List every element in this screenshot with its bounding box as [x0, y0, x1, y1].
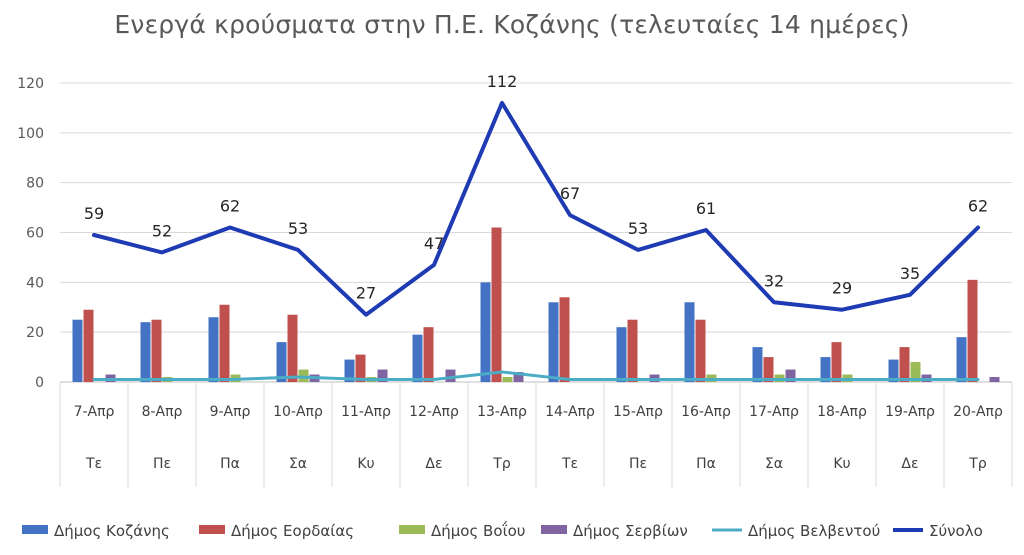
bar: [513, 372, 524, 382]
bar: [276, 342, 287, 382]
data-label: 27: [356, 284, 376, 303]
legend-label: Δήμος Βοΐου: [431, 520, 525, 540]
bar: [831, 342, 842, 382]
legend-label: Σύνολο: [929, 522, 983, 540]
chart-title: Ενεργά κρούσματα στην Π.Ε. Κοζάνης (τελε…: [114, 10, 910, 39]
y-tick-label: 100: [17, 126, 44, 142]
bar: [491, 227, 502, 382]
bar: [910, 362, 921, 382]
x-tick-label: 18-Απρ: [817, 404, 867, 420]
y-tick-label: 80: [26, 176, 44, 192]
bar: [355, 354, 366, 382]
x-day-label: Τε: [85, 456, 102, 472]
bar: [208, 317, 219, 382]
x-day-label: Τρ: [968, 456, 987, 472]
x-tick-label: 15-Απρ: [613, 404, 663, 420]
bar: [627, 319, 638, 382]
data-label: 53: [288, 219, 308, 238]
legend-label: Δήμος Κοζάνης: [54, 522, 170, 540]
x-day-label: Πε: [629, 456, 647, 472]
data-label: 29: [832, 279, 852, 298]
bar: [151, 319, 162, 382]
data-label: 61: [696, 199, 716, 218]
bar: [445, 369, 456, 382]
legend-swatch: [22, 525, 48, 534]
x-tick-label: 17-Απρ: [749, 404, 799, 420]
x-tick-label: 11-Απρ: [341, 404, 391, 420]
bar: [785, 369, 796, 382]
bar: [480, 282, 491, 382]
bar: [684, 302, 695, 382]
legend-label: Δήμος Εορδαίας: [231, 522, 354, 540]
bar: [763, 357, 774, 382]
x-day-label: Πε: [153, 456, 171, 472]
x-tick-label: 7-Απρ: [74, 404, 115, 420]
bar: [72, 319, 83, 382]
data-label: 112: [487, 72, 518, 91]
data-label: 53: [628, 219, 648, 238]
series-line-total: [92, 100, 980, 317]
bar: [695, 319, 706, 382]
data-label: 32: [764, 271, 784, 290]
x-day-label: Σα: [765, 456, 783, 472]
x-day-label: Πα: [220, 456, 240, 472]
x-tick-label: 16-Απρ: [681, 404, 731, 420]
bar: [219, 304, 230, 382]
bar: [616, 327, 627, 382]
bar: [967, 279, 978, 382]
bar: [377, 369, 388, 382]
bar: [83, 309, 94, 382]
data-label: 52: [152, 221, 172, 240]
x-tick-label: 14-Απρ: [545, 404, 595, 420]
bar: [287, 314, 298, 382]
legend-label: Δήμος Βελβεντού: [748, 522, 880, 540]
x-day-label: Πα: [696, 456, 716, 472]
data-label: 67: [560, 184, 580, 203]
x-day-label: Κυ: [833, 456, 850, 472]
legend-label: Δήμος Σερβίων: [573, 522, 688, 540]
bar: [752, 347, 763, 382]
data-label: 59: [84, 204, 104, 223]
x-day-label: Κυ: [357, 456, 374, 472]
data-label: 35: [900, 264, 920, 283]
x-tick-label: 12-Απρ: [409, 404, 459, 420]
bar: [140, 322, 151, 382]
bar: [344, 359, 355, 382]
bar: [559, 297, 570, 382]
bar: [820, 357, 831, 382]
data-label: 62: [968, 197, 988, 216]
x-day-label: Τρ: [492, 456, 511, 472]
bar: [989, 377, 1000, 382]
y-tick-label: 40: [26, 275, 44, 291]
x-tick-label: 19-Απρ: [885, 404, 935, 420]
y-tick-label: 120: [17, 76, 44, 92]
x-tick-label: 13-Απρ: [477, 404, 527, 420]
bar: [548, 302, 559, 382]
y-tick-label: 0: [35, 375, 44, 391]
bar: [423, 327, 434, 382]
x-tick-label: 9-Απρ: [210, 404, 251, 420]
x-tick-label: 8-Απρ: [142, 404, 183, 420]
bar: [956, 337, 967, 382]
bar: [412, 334, 423, 382]
x-day-label: Τε: [561, 456, 578, 472]
legend-swatch: [541, 525, 567, 534]
series-line: [92, 370, 980, 381]
y-tick-label: 20: [26, 325, 44, 341]
x-day-label: Σα: [289, 456, 307, 472]
x-tick-label: 10-Απρ: [273, 404, 323, 420]
data-label: 47: [424, 234, 444, 253]
data-label: 62: [220, 197, 240, 216]
bar: [899, 347, 910, 382]
x-day-label: Δε: [901, 456, 918, 472]
y-tick-label: 60: [26, 226, 44, 242]
bar: [888, 359, 899, 382]
legend-swatch: [199, 525, 225, 534]
x-tick-label: 20-Απρ: [953, 404, 1003, 420]
x-day-label: Δε: [425, 456, 442, 472]
bar: [502, 377, 513, 382]
legend-swatch: [399, 525, 425, 534]
